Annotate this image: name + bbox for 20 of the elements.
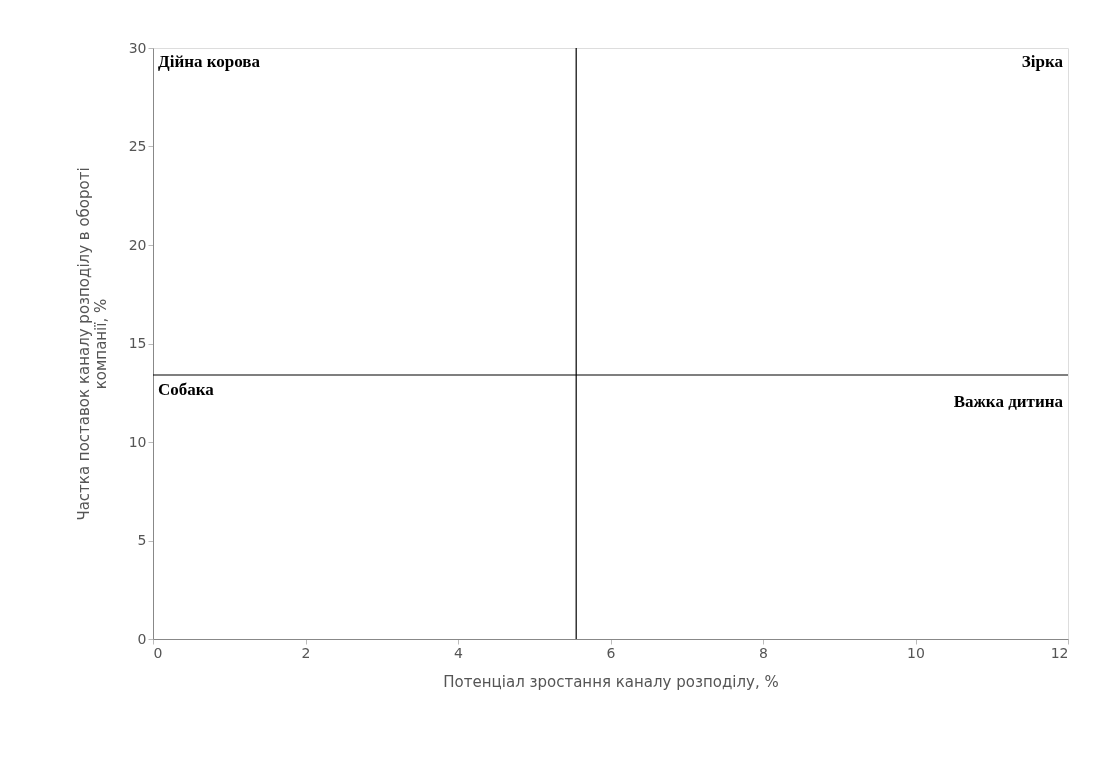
y-tick-label: 0 <box>137 630 147 647</box>
x-tick-label: 12 <box>1050 644 1069 661</box>
y-tick-label: 30 <box>128 39 147 56</box>
annotation: Зірка <box>1021 52 1064 71</box>
y-tick-label: 10 <box>128 433 147 450</box>
y-tick-label: 5 <box>137 532 147 548</box>
x-tick-label: 10 <box>907 644 925 661</box>
y-tick-label: 20 <box>128 236 147 253</box>
y-tick-label: 15 <box>128 335 147 351</box>
x-axis-title: Потенціал зростання каналу розподілу, % <box>443 672 779 691</box>
x-tick-label: 0 <box>153 644 163 661</box>
x-tick-label: 4 <box>454 644 464 661</box>
y-axis-title: Частка поставок каналу розподілу в обороті компанії, % <box>74 167 110 521</box>
x-tick-label: 6 <box>606 644 616 661</box>
y-tick-label: 25 <box>128 138 147 154</box>
annotation: Собака <box>158 379 215 399</box>
annotation: Дійна корова <box>158 52 261 71</box>
x-tick-label: 8 <box>759 644 768 661</box>
annotation: Важка дитина <box>953 391 1064 411</box>
x-tick-label: 2 <box>301 644 311 661</box>
